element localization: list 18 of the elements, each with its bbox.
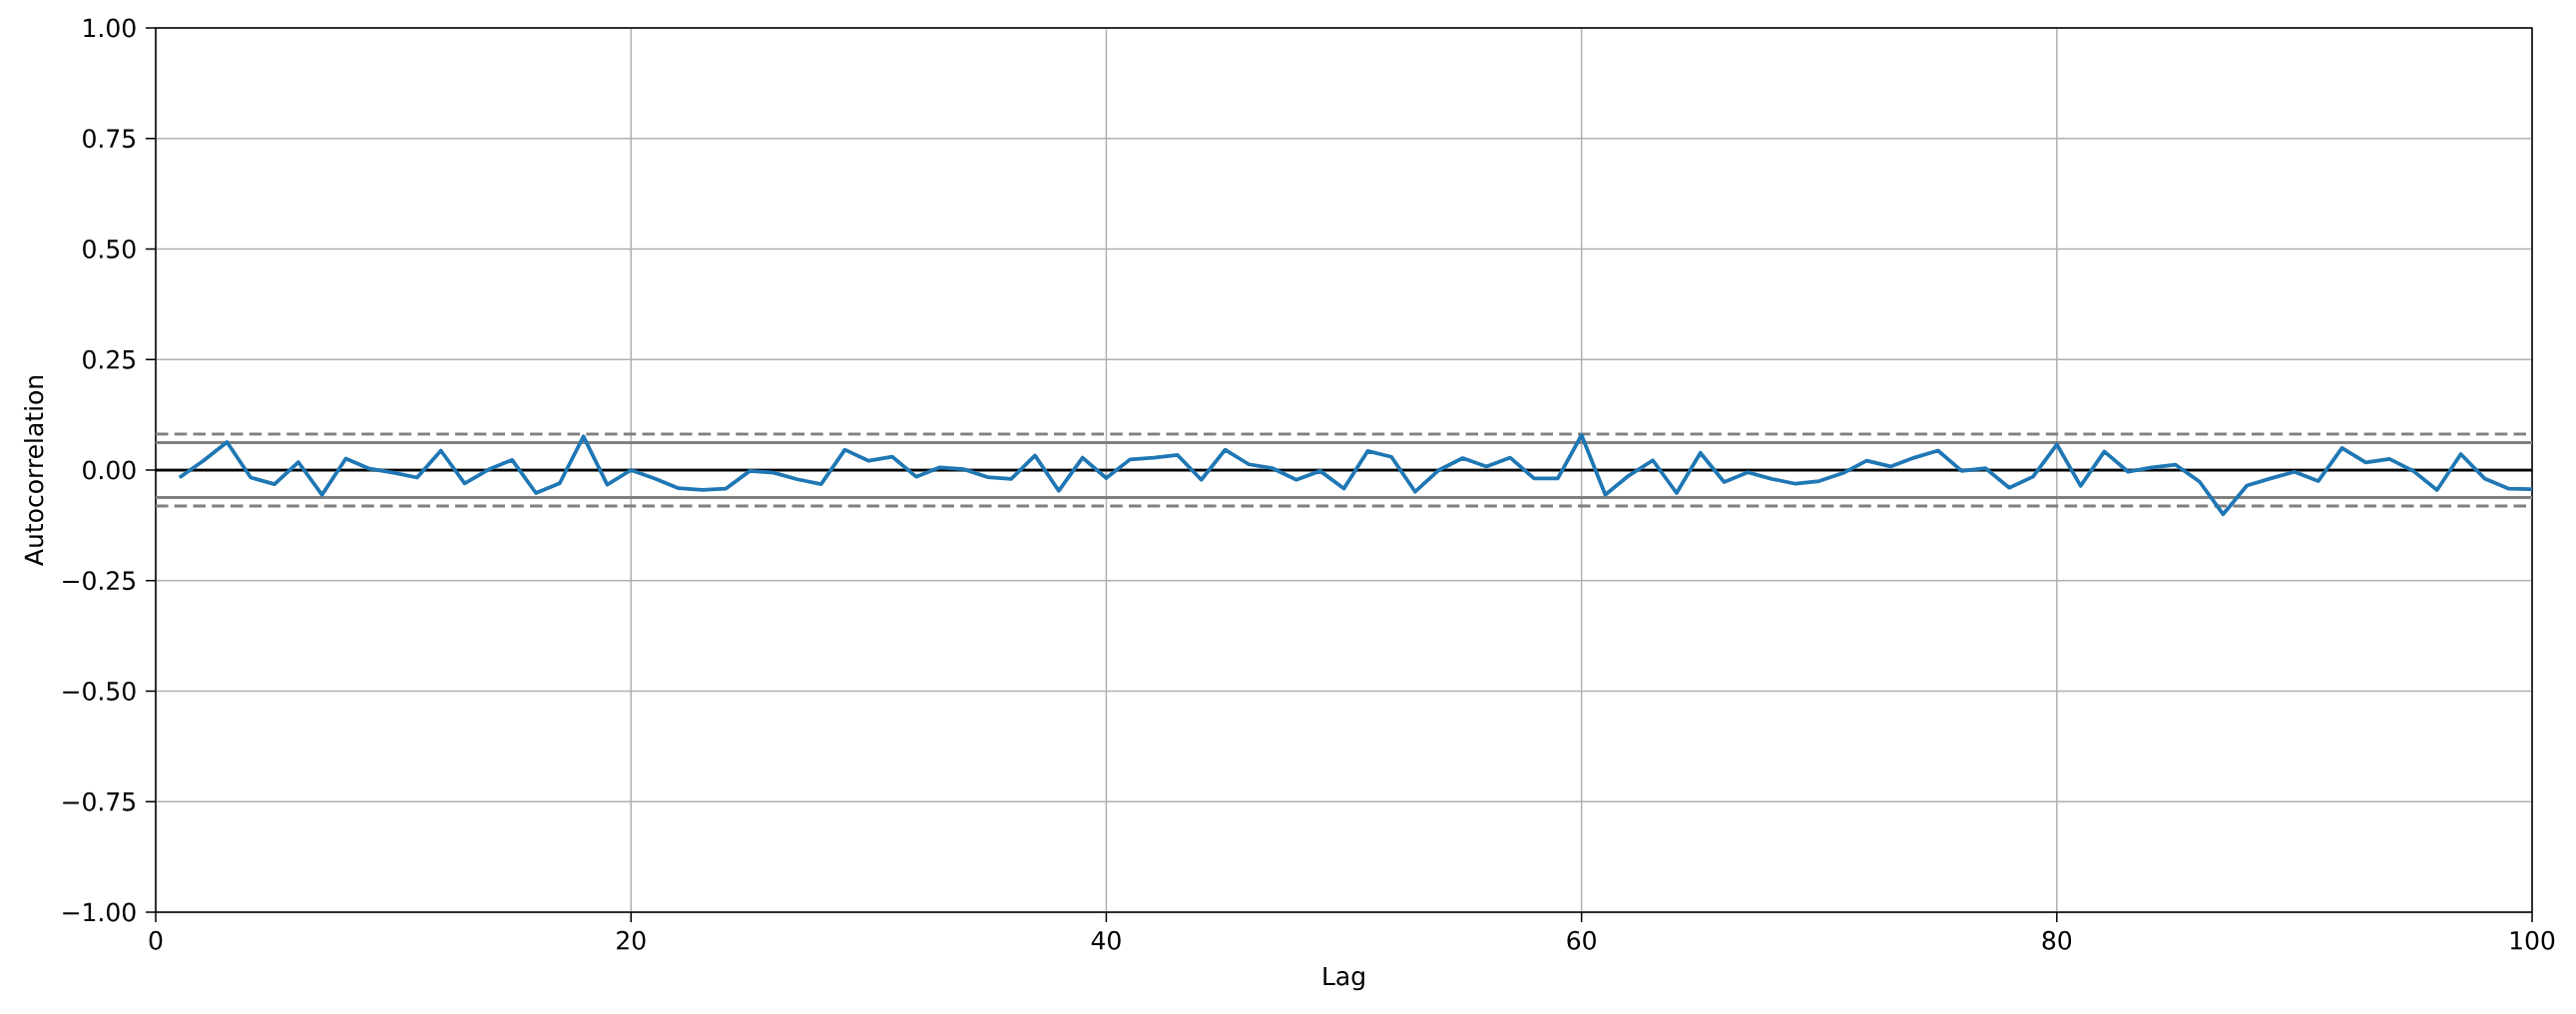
y-tick-label: −0.25 [63,571,135,591]
y-tick-label: −0.75 [63,791,135,811]
x-tick-label: 100 [2510,930,2555,950]
y-tick-label: 1.00 [84,18,136,38]
x-tick-label: 0 [149,930,163,950]
y-tick-label: −0.50 [63,682,136,701]
y-tick-label: −1.00 [63,902,136,922]
y-tick-label: 0.50 [83,240,136,258]
x-tick-label: 60 [1567,930,1596,950]
x-axis-title: Lag [1323,966,1364,991]
y-tick-label: 0.75 [83,129,135,149]
x-tick-label: 20 [617,930,646,950]
x-tick-label: 40 [1091,930,1121,950]
y-tick-label: 0.25 [83,349,135,369]
x-tick-label: 80 [2042,930,2072,950]
y-axis-title: Autocorrelation [24,375,44,566]
y-tick-label: 0.00 [83,460,136,480]
line-series [177,433,2533,517]
